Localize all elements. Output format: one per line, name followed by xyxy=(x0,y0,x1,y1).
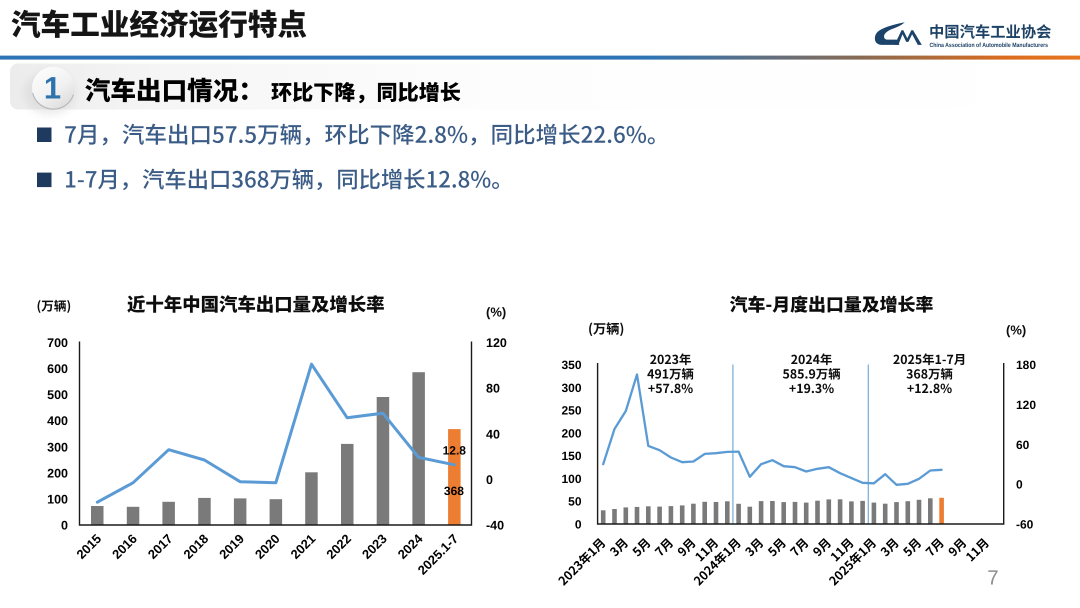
svg-text:300: 300 xyxy=(561,381,581,395)
svg-text:120: 120 xyxy=(1016,398,1036,412)
svg-text:300: 300 xyxy=(47,440,68,454)
svg-text:200: 200 xyxy=(561,426,581,440)
svg-text:(%): (%) xyxy=(486,305,506,320)
svg-text:12.8: 12.8 xyxy=(443,443,467,457)
svg-text:-60: -60 xyxy=(1016,518,1034,532)
svg-text:250: 250 xyxy=(561,404,581,418)
svg-text:200: 200 xyxy=(47,466,68,480)
svg-text:600: 600 xyxy=(47,362,68,376)
svg-text:150: 150 xyxy=(561,449,581,463)
svg-text:0: 0 xyxy=(486,473,493,487)
svg-text:(%): (%) xyxy=(1006,323,1026,338)
svg-text:60: 60 xyxy=(1016,438,1030,452)
svg-text:180: 180 xyxy=(1016,358,1036,372)
svg-text:-40: -40 xyxy=(486,519,504,533)
svg-text:368: 368 xyxy=(444,484,464,498)
svg-text:120: 120 xyxy=(486,336,507,350)
svg-text:0: 0 xyxy=(1016,478,1023,492)
svg-text:700: 700 xyxy=(47,336,68,350)
svg-text:China Association of Automobil: China Association of Automobile Manufact… xyxy=(930,42,1049,49)
svg-text:80: 80 xyxy=(486,382,500,396)
svg-text:100: 100 xyxy=(561,472,581,486)
svg-text:50: 50 xyxy=(568,495,582,509)
svg-text:0: 0 xyxy=(61,519,68,533)
svg-text:1: 1 xyxy=(44,71,61,106)
svg-text:0: 0 xyxy=(575,518,582,532)
svg-text:400: 400 xyxy=(47,414,68,428)
svg-text:7: 7 xyxy=(987,567,998,590)
svg-text:500: 500 xyxy=(47,388,68,402)
svg-text:100: 100 xyxy=(47,492,68,506)
svg-text:40: 40 xyxy=(486,427,500,441)
svg-text:350: 350 xyxy=(561,358,581,372)
